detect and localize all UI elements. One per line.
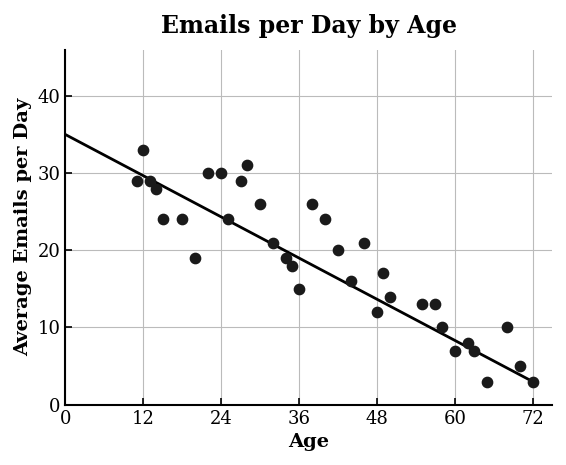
Point <box>463 339 472 346</box>
Point <box>217 169 226 177</box>
Point <box>379 270 388 277</box>
Point <box>223 216 232 223</box>
Title: Emails per Day by Age: Emails per Day by Age <box>161 14 457 38</box>
Point <box>158 216 167 223</box>
Point <box>242 162 251 169</box>
Point <box>359 239 368 246</box>
Point <box>470 347 479 354</box>
Point <box>346 278 355 285</box>
Point <box>294 285 303 292</box>
Point <box>132 177 142 185</box>
Point <box>191 254 200 262</box>
Point <box>515 362 524 370</box>
Point <box>502 324 511 331</box>
Point <box>281 254 290 262</box>
Y-axis label: Average Emails per Day: Average Emails per Day <box>14 98 32 356</box>
Point <box>255 200 264 208</box>
Point <box>320 216 329 223</box>
Point <box>333 246 342 254</box>
Point <box>288 262 297 269</box>
Point <box>178 216 187 223</box>
Point <box>418 300 427 308</box>
Point <box>528 378 537 385</box>
Point <box>204 169 213 177</box>
Point <box>145 177 154 185</box>
Point <box>483 378 492 385</box>
Point <box>236 177 245 185</box>
Point <box>268 239 277 246</box>
Point <box>139 146 148 153</box>
Point <box>431 300 440 308</box>
X-axis label: Age: Age <box>288 433 329 451</box>
Point <box>438 324 447 331</box>
Point <box>372 308 381 316</box>
Point <box>385 293 395 300</box>
Point <box>307 200 316 208</box>
Point <box>152 185 161 192</box>
Point <box>450 347 459 354</box>
